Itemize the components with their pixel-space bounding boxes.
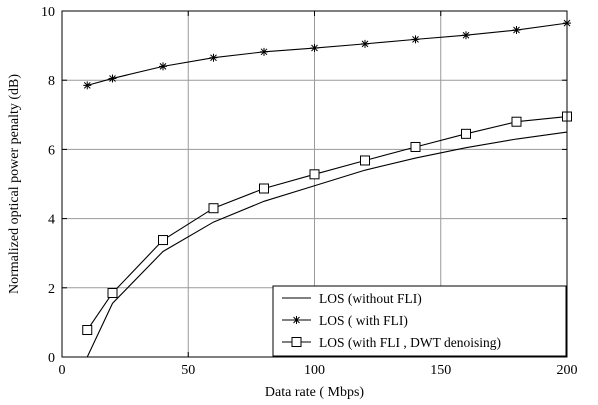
square-marker <box>291 337 302 347</box>
square-marker <box>259 183 269 194</box>
y-tick-label: 8 <box>48 74 55 89</box>
data-point <box>310 44 319 53</box>
data-point <box>511 116 522 127</box>
x-tick-label: 100 <box>304 363 325 378</box>
legend-label: LOS (without FLI) <box>319 291 422 306</box>
star-marker <box>292 316 301 324</box>
data-point <box>461 128 471 139</box>
square-marker <box>461 128 471 139</box>
series-layer <box>82 19 572 358</box>
star-marker <box>361 39 369 48</box>
x-tick-label: 200 <box>557 363 578 378</box>
data-point <box>209 53 218 62</box>
data-point <box>159 62 167 71</box>
data-point <box>82 325 93 336</box>
data-point <box>108 74 117 83</box>
legend-entry: LOS ( with FLI) <box>282 313 408 328</box>
data-point <box>462 31 470 40</box>
y-axis-label: Normalized optical power penalty (dB) <box>7 74 22 294</box>
square-marker <box>82 325 93 336</box>
y-tick-label: 10 <box>41 5 55 20</box>
series-3 <box>82 111 572 336</box>
data-point <box>259 183 269 194</box>
square-marker <box>309 169 320 180</box>
star-marker <box>108 74 117 83</box>
star-marker <box>83 81 92 90</box>
square-marker <box>107 287 118 298</box>
x-tick-label: 150 <box>430 363 451 378</box>
data-point <box>260 47 268 56</box>
legend-entry: LOS (with FLI , DWT denoising) <box>282 335 501 350</box>
data-point <box>107 287 118 298</box>
square-marker <box>208 203 219 214</box>
x-axis-label: Data rate ( Mbps) <box>265 385 364 400</box>
legend-box <box>272 285 567 357</box>
x-tick-label: 0 <box>59 363 66 378</box>
star-marker <box>209 53 218 62</box>
legend-label: LOS (with FLI , DWT denoising) <box>319 335 501 350</box>
star-marker <box>260 47 268 56</box>
square-marker <box>158 235 168 246</box>
square-marker <box>511 116 522 127</box>
legend-label: LOS ( with FLI) <box>319 313 408 328</box>
star-marker <box>411 35 420 44</box>
series-2 <box>83 19 571 90</box>
tick-labels: 0 50 100 150 200 0 2 4 6 8 10 <box>41 5 578 378</box>
series-line <box>86 131 568 358</box>
square-marker <box>360 155 370 166</box>
square-marker <box>410 141 421 152</box>
star-marker <box>159 62 167 71</box>
legend-entry: LOS (without FLI) <box>282 291 422 306</box>
data-point <box>158 235 168 246</box>
data-point <box>208 203 219 214</box>
y-tick-label: 2 <box>48 282 55 297</box>
data-point <box>83 81 92 90</box>
data-point <box>361 39 369 48</box>
series-1 <box>86 131 568 358</box>
data-point <box>309 169 320 180</box>
data-point <box>410 141 421 152</box>
legend-entries: LOS (without FLI) LOS ( with FLI) LOS (wit… <box>282 291 501 350</box>
y-tick-label: 4 <box>48 213 55 228</box>
data-point <box>360 155 370 166</box>
x-tick-label: 50 <box>181 363 195 378</box>
star-marker <box>512 26 521 35</box>
data-point <box>411 35 420 44</box>
y-tick-label: 6 <box>48 143 55 158</box>
data-point <box>512 26 521 35</box>
star-marker <box>462 31 470 40</box>
y-tick-label: 0 <box>48 351 55 366</box>
legend: LOS (without FLI) LOS ( with FLI) LOS (wit… <box>272 285 567 357</box>
star-marker <box>310 44 319 53</box>
